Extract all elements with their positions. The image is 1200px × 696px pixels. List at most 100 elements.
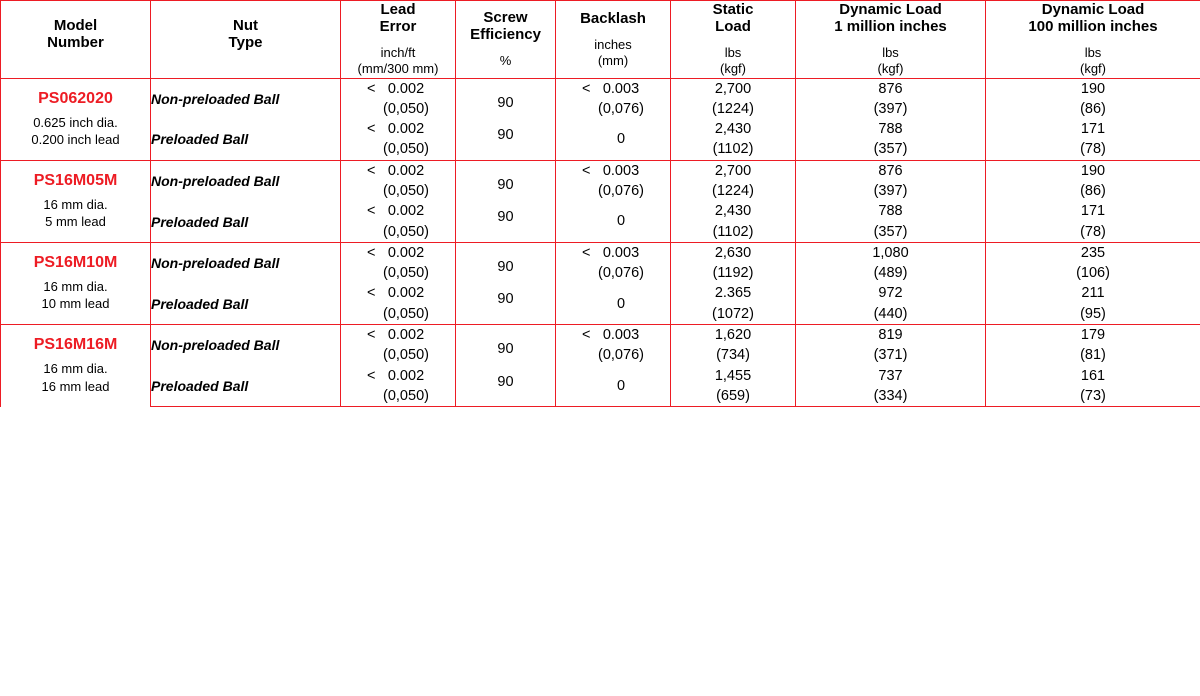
primary-value: 0.002: [383, 119, 429, 139]
nut-type: Preloaded Ball: [151, 283, 341, 324]
table-row: PS16M05M16 mm dia. 5 mm leadNon-preloade…: [1, 160, 1200, 201]
model-desc: 16 mm dia. 10 mm lead: [1, 278, 150, 313]
primary-value: 0.002: [383, 79, 429, 99]
lt-prefix: <: [582, 325, 598, 345]
model-number: PS062020: [1, 90, 150, 108]
value-pair: 0: [617, 211, 625, 231]
metric-value: (1192): [713, 263, 754, 283]
value-pair: 2,700(1224): [712, 79, 754, 120]
value-cell: <0.003(0,076): [556, 160, 671, 201]
value-cell: 819(371): [796, 325, 986, 366]
lt-prefix: <: [367, 79, 383, 99]
metric-value: (0,050): [383, 139, 429, 159]
efficiency-cell: 90: [456, 78, 556, 119]
primary-value: 0.002: [383, 283, 429, 303]
value-cell: 2.365(1072): [671, 283, 796, 324]
value-cell: 737(334): [796, 366, 986, 407]
value-pair: 190(86): [1080, 79, 1106, 120]
metric-value: (106): [1076, 263, 1110, 283]
value-cell: 0: [556, 201, 671, 242]
metric-value: (334): [874, 386, 908, 406]
model-cell: PS0620200.625 inch dia. 0.200 inch lead: [1, 78, 151, 160]
col-dyn1: Dynamic Load1 million inches lbs(kgf): [796, 1, 986, 79]
value-pair: 190(86): [1080, 161, 1106, 202]
metric-value: (0,076): [598, 263, 644, 283]
lt-prefix: <: [367, 161, 383, 181]
primary-value: 0.003: [598, 79, 644, 99]
metric-value: (371): [874, 345, 908, 365]
value-cell: 2,700(1224): [671, 160, 796, 201]
spec-table: ModelNumber NutType LeadError inch/ft(mm/…: [0, 0, 1200, 407]
value-cell: <0.003(0,076): [556, 78, 671, 119]
hdr-sub: lbs(kgf): [986, 45, 1200, 78]
value-cell: 190(86): [986, 78, 1200, 119]
primary-value: 0.002: [383, 243, 429, 263]
primary-value: 0.003: [598, 161, 644, 181]
value-pair: 1,080(489): [872, 243, 908, 284]
metric-value: (397): [874, 181, 908, 201]
lt-prefix: <: [367, 325, 383, 345]
value-pair: 788(357): [874, 119, 908, 160]
nut-type: Non-preloaded Ball: [151, 242, 341, 283]
value-pair: 0.003(0,076): [598, 243, 644, 284]
model-cell: PS16M05M16 mm dia. 5 mm lead: [1, 160, 151, 242]
metric-value: (440): [874, 304, 908, 324]
metric-value: (86): [1080, 181, 1106, 201]
primary-value: 171: [1080, 119, 1106, 139]
value-cell: 972(440): [796, 283, 986, 324]
model-cell: PS16M10M16 mm dia. 10 mm lead: [1, 242, 151, 324]
metric-value: (81): [1080, 345, 1106, 365]
value-cell: 876(397): [796, 160, 986, 201]
metric-value: (659): [715, 386, 751, 406]
col-back: Backlashinches(mm): [556, 1, 671, 79]
value-pair: 0.002(0,050): [383, 283, 429, 324]
efficiency-cell: 90: [456, 283, 556, 324]
value-pair: 0.003(0,076): [598, 79, 644, 120]
efficiency-cell: 90: [456, 201, 556, 242]
metric-value: (1224): [712, 99, 754, 119]
col-dyn2: Dynamic Load100 million incheslbs(kgf): [986, 1, 1200, 79]
hdr-title: LeadError: [341, 1, 455, 35]
value-cell: 788(357): [796, 119, 986, 160]
col-nut: NutType: [151, 1, 341, 79]
value-pair: 819(371): [874, 325, 908, 366]
table-row: PS16M16M16 mm dia. 16 mm leadNon-preload…: [1, 325, 1200, 366]
value-cell: <0.002(0,050): [341, 242, 456, 283]
value-cell: 1,455(659): [671, 366, 796, 407]
hdr-sub: inch/ft(mm/300 mm): [341, 45, 455, 78]
value-pair: 876(397): [874, 161, 908, 202]
metric-value: (0,076): [598, 99, 644, 119]
metric-value: (0,050): [383, 99, 429, 119]
value-cell: 190(86): [986, 160, 1200, 201]
hdr-title: Dynamic Load1 million inches: [796, 1, 985, 35]
metric-value: (0,050): [383, 345, 429, 365]
table-row: PS0620200.625 inch dia. 0.200 inch leadN…: [1, 78, 1200, 119]
primary-value: 1,080: [872, 243, 908, 263]
primary-value: 0.002: [383, 161, 429, 181]
primary-value: 171: [1080, 201, 1106, 221]
value-cell: 0: [556, 366, 671, 407]
value-pair: 0.002(0,050): [383, 243, 429, 284]
metric-value: (0,076): [598, 181, 644, 201]
model-desc: 16 mm dia. 16 mm lead: [1, 360, 150, 395]
value-pair: 171(78): [1080, 119, 1106, 160]
primary-value: 0: [617, 294, 625, 314]
value-cell: <0.003(0,076): [556, 242, 671, 283]
efficiency-cell: 90: [456, 242, 556, 283]
metric-value: (489): [872, 263, 908, 283]
value-cell: 235(106): [986, 242, 1200, 283]
primary-value: 972: [874, 283, 908, 303]
value-cell: <0.002(0,050): [341, 283, 456, 324]
col-model: ModelNumber: [1, 1, 151, 79]
value-pair: 0: [617, 376, 625, 396]
nut-type: Non-preloaded Ball: [151, 325, 341, 366]
value-pair: 876(397): [874, 79, 908, 120]
value-cell: 171(78): [986, 119, 1200, 160]
value-pair: 972(440): [874, 283, 908, 324]
value-cell: <0.003(0,076): [556, 325, 671, 366]
value-pair: 0: [617, 294, 625, 314]
value-pair: 737(334): [874, 366, 908, 407]
value-cell: 0: [556, 283, 671, 324]
hdr-sub: lbs(kgf): [796, 45, 985, 78]
primary-value: 0.002: [383, 201, 429, 221]
